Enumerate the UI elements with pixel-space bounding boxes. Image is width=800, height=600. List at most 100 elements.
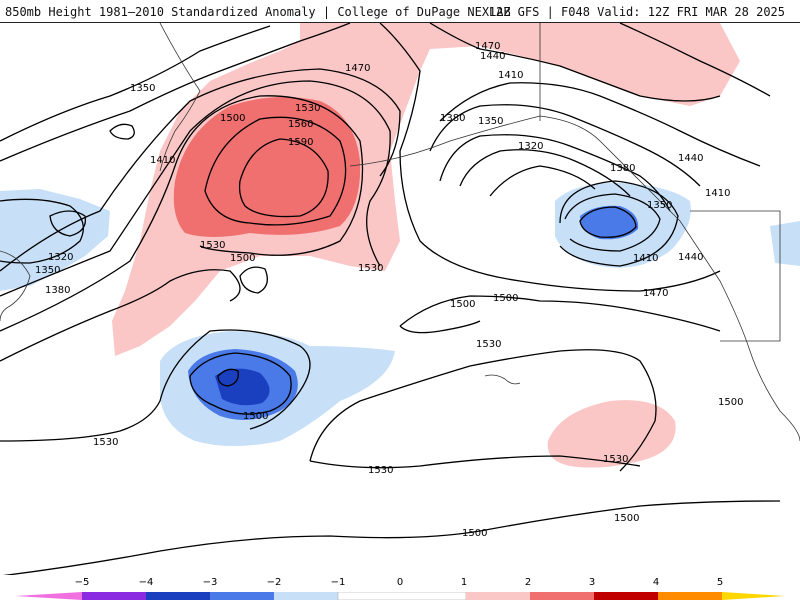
contour-label: 1530: [476, 339, 501, 350]
colorbar-tick-label: −1: [330, 577, 346, 588]
contour-line: [429, 23, 721, 102]
contour-line-1500-south: [0, 500, 781, 576]
contour-label: 1380: [440, 113, 465, 124]
contour-label: 1440: [678, 153, 703, 164]
colorbar-swatch-m5: [15, 592, 82, 600]
contour-label: 1560: [288, 119, 313, 130]
contour-label: 1350: [647, 200, 672, 211]
map-title: 850mb Height 1981–2010 Standardized Anom…: [5, 5, 511, 19]
contour-label: 1530: [603, 454, 628, 465]
colorbar-swatch-m1: [274, 592, 338, 600]
colorbar-swatch-m4: [82, 592, 146, 600]
negative-anomaly-core-east: [580, 205, 639, 240]
contour-label: 1500: [462, 528, 487, 539]
contour-line: [0, 269, 241, 362]
colorbar-swatch-p4: [658, 592, 722, 600]
contour-label: 1410: [150, 155, 175, 166]
coastlines: [0, 23, 800, 442]
kamchatka-coast: [159, 23, 201, 172]
colorbar-swatch-zero: [337, 592, 467, 600]
colorbar-tick-label: 2: [524, 577, 532, 588]
contour-label: 1380: [45, 285, 70, 296]
header: 850mb Height 1981–2010 Standardized Anom…: [0, 0, 800, 22]
north-america-coast: [349, 115, 800, 442]
colorbar-tick-label: 4: [652, 577, 660, 588]
contour-line-1530-central: [0, 329, 311, 442]
contour-label: 1530: [358, 263, 383, 274]
contour-label: 1590: [288, 137, 313, 148]
colorbar: −5 −4 −3 −2 −1 0 1 2 3 4 5: [0, 575, 800, 600]
colorbar-tick-label: 1: [460, 577, 468, 588]
contour-label: 1530: [200, 240, 225, 251]
contour-line-low-east: [579, 206, 637, 238]
contour-label: 1500: [718, 397, 743, 408]
contour-label: 1530: [368, 465, 393, 476]
negative-anomaly-region-edge: [770, 221, 800, 266]
contour-label: 1500: [243, 411, 268, 422]
contour-label: 1470: [345, 63, 370, 74]
contour-label: 1500: [493, 293, 518, 304]
positive-anomaly-region-south: [547, 400, 676, 468]
contour-label: 1320: [518, 141, 543, 152]
contour-line: [564, 193, 661, 252]
contour-line-1440: [439, 82, 761, 167]
contour-label: 1320: [48, 252, 73, 263]
negative-anomaly-deep-core: [215, 368, 270, 406]
contour-line-1410: [429, 104, 701, 187]
japan-coast: [0, 250, 31, 322]
contour-label: 1530: [93, 437, 118, 448]
contour-label: 1500: [614, 513, 639, 524]
contour-line-1500: [239, 266, 268, 294]
contour-label: 1350: [130, 83, 155, 94]
contour-line: [0, 25, 271, 142]
contour-line-low-west: [49, 210, 87, 237]
contour-line-1530-south-lower: [309, 455, 641, 469]
contour-line-1320-west: [0, 198, 84, 264]
contour-label: 1470: [475, 41, 500, 52]
colorbar-swatch-p3: [594, 592, 658, 600]
colorbar-tick-label: −5: [74, 577, 90, 588]
contour-line-1500-low: [189, 352, 292, 415]
contour-line-1500-east: [399, 295, 721, 332]
contour-label: 1500: [230, 253, 255, 264]
colorbar-swatches: [15, 592, 785, 600]
contour-label: 1410: [633, 253, 658, 264]
contour-label: 1500: [450, 299, 475, 310]
colorbar-tick-label: −4: [138, 577, 154, 588]
contour-line-1350: [459, 149, 631, 197]
contour-labels: 1350 1410 1470 1440 1410 1380 1350 1320 …: [35, 41, 743, 539]
contour-line: [559, 180, 679, 267]
contour-label: 1410: [498, 70, 523, 81]
contour-label: 1380: [610, 163, 635, 174]
contour-label: 1350: [478, 116, 503, 127]
hawaii-islands: [484, 374, 521, 385]
border-line: [690, 210, 781, 342]
anomaly-map: 1350 1410 1470 1440 1410 1380 1350 1320 …: [0, 23, 800, 576]
colorbar-tick-label: −3: [202, 577, 218, 588]
contour-label: 1410: [705, 188, 730, 199]
colorbar-tick-label: 5: [716, 577, 724, 588]
positive-anomaly-core: [173, 97, 361, 237]
contour-line-low-center: [217, 368, 239, 387]
contour-line: [109, 123, 135, 140]
contour-line: [0, 80, 391, 297]
colorbar-swatch-p1: [466, 592, 530, 600]
map-panel: 1350 1410 1470 1440 1410 1380 1350 1320 …: [0, 22, 800, 577]
contour-label: 1500: [220, 113, 245, 124]
colorbar-swatch-m3: [146, 592, 210, 600]
contour-label: 1530: [295, 103, 320, 114]
run-info: 12Z GFS | F048 Valid: 12Z FRI MAR 28 202…: [488, 5, 785, 19]
contour-line: [0, 23, 351, 162]
contour-line-1380: [439, 134, 671, 212]
contour-line-1320: [489, 165, 596, 197]
contour-label: 1440: [678, 252, 703, 263]
colorbar-tick-label: 0: [396, 577, 404, 588]
height-contours: [0, 23, 781, 576]
colorbar-tick-label: −2: [266, 577, 282, 588]
contour-line-1560: [204, 116, 347, 226]
contour-label: 1470: [643, 288, 668, 299]
contour-line-1470: [379, 23, 721, 292]
colorbar-swatch-m2: [210, 592, 274, 600]
contour-label: 1350: [35, 265, 60, 276]
contour-line-1590: [238, 138, 329, 218]
